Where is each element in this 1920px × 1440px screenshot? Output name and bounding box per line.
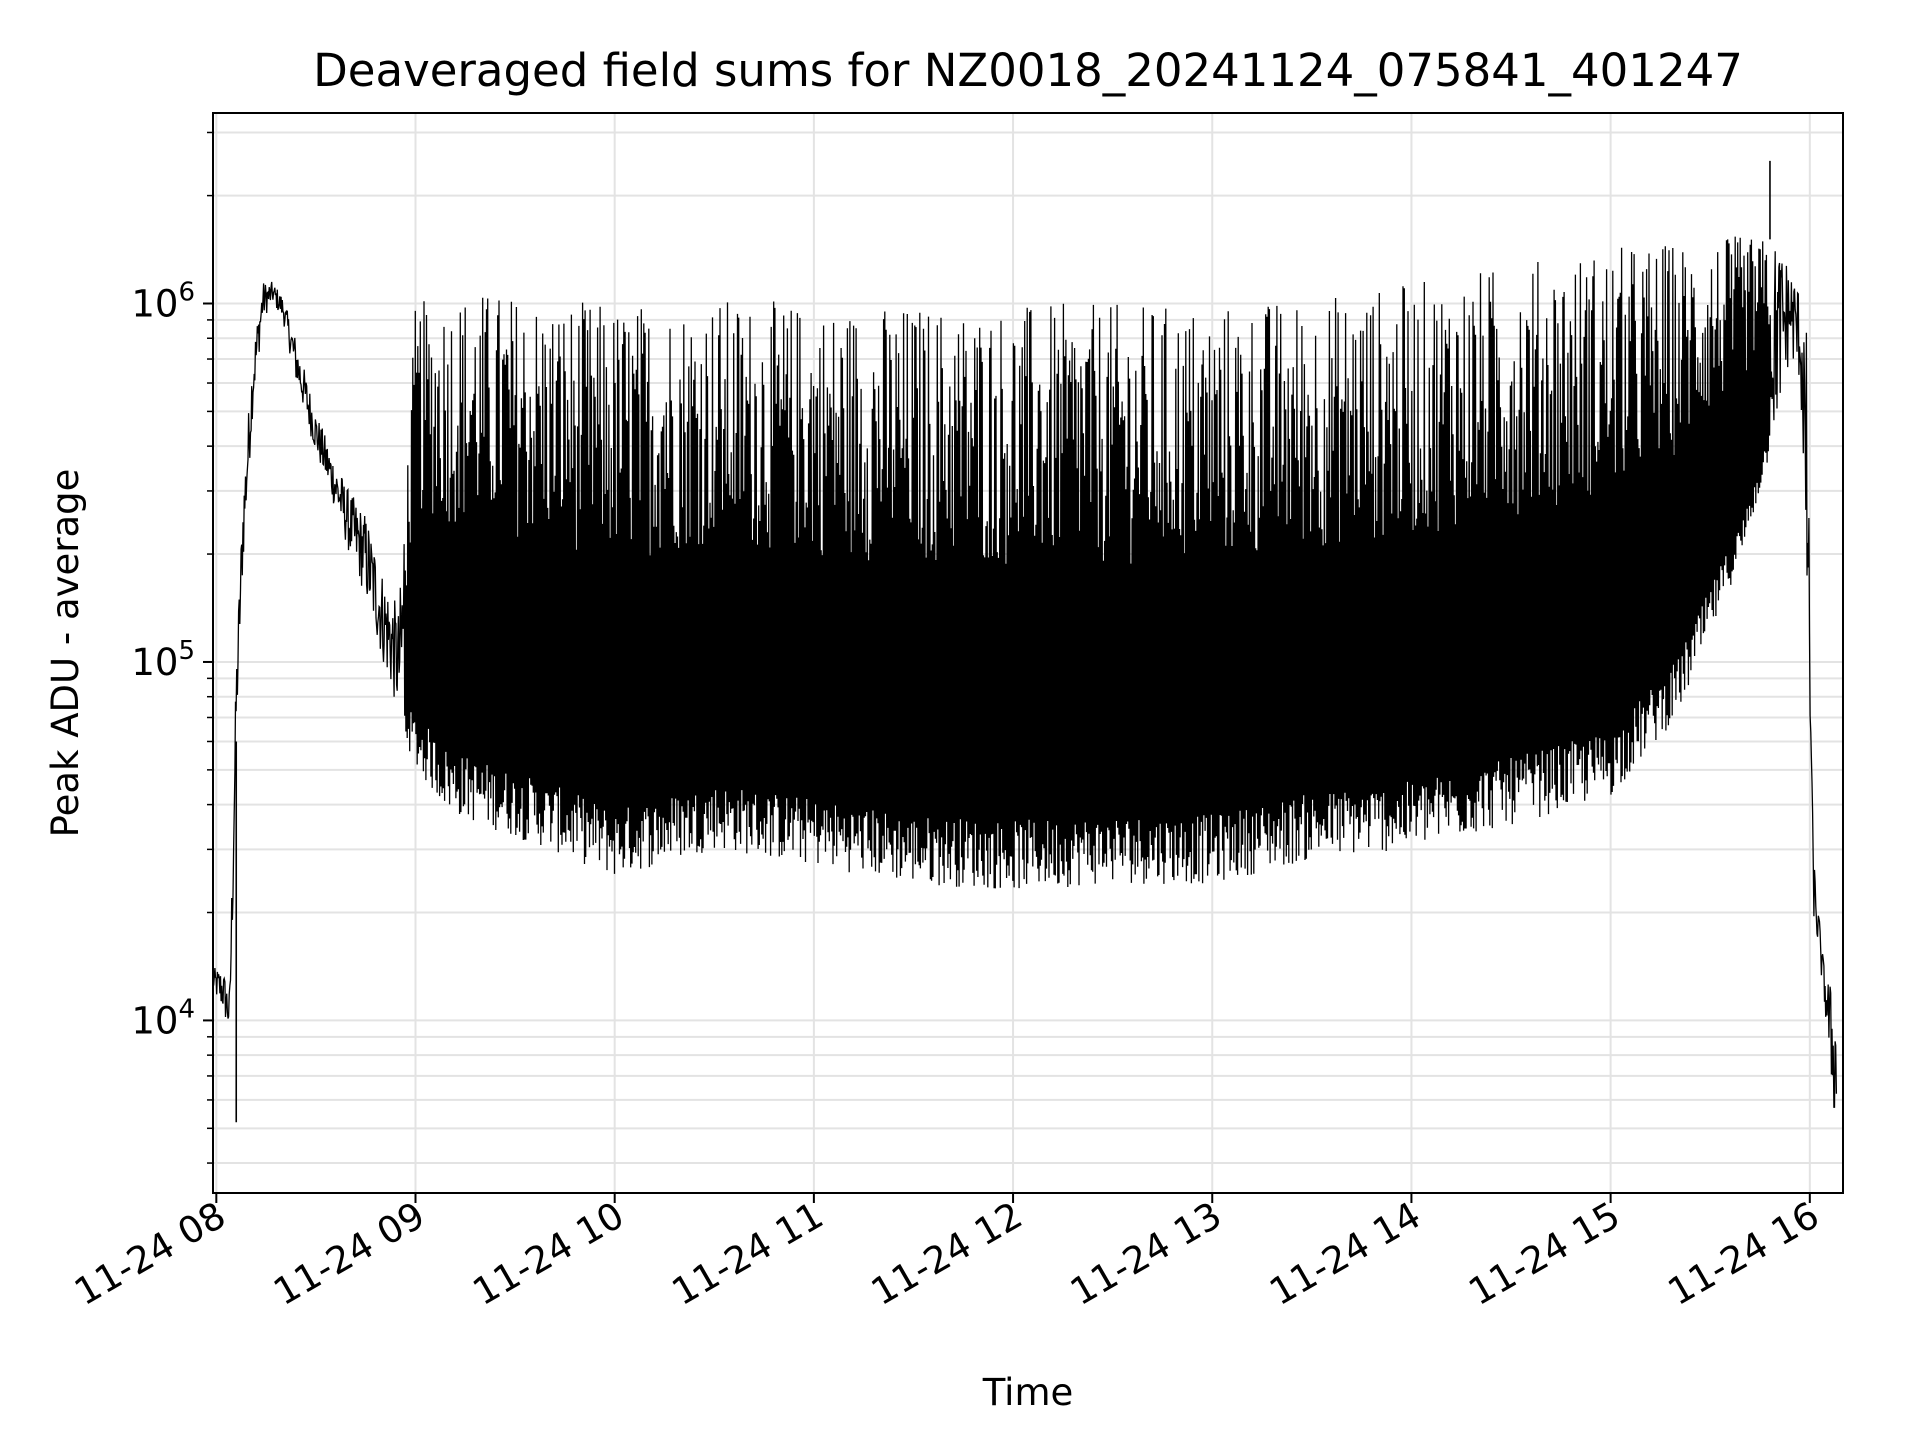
x-axis-label: Time xyxy=(982,1371,1074,1414)
y-tick-label: 104 xyxy=(131,994,195,1042)
data-series xyxy=(212,160,1838,1123)
chart-title: Deaveraged field sums for NZ0018_2024112… xyxy=(313,44,1743,97)
plot-frame xyxy=(212,112,1844,1194)
y-tick-label: 106 xyxy=(131,278,195,326)
series-line xyxy=(212,236,1838,1108)
y-tick-label: 105 xyxy=(131,636,195,684)
y-axis-label: Peak ADU - average xyxy=(44,469,87,838)
